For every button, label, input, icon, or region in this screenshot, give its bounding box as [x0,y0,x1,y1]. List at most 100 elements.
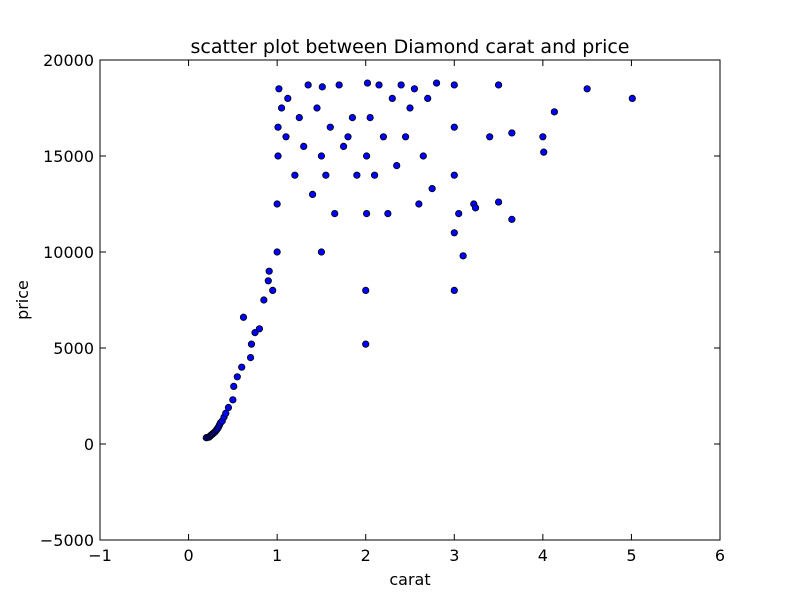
x-tick-label: 2 [361,546,371,565]
data-point [282,133,290,141]
data-point [273,200,281,208]
data-point [375,81,383,89]
data-point [388,94,396,103]
data-point [494,198,503,206]
data-point [274,123,282,131]
data-point [322,171,330,179]
data-point [233,373,241,381]
data-point [353,171,361,179]
x-tick-label: 3 [449,546,459,565]
plot-group [202,79,636,442]
data-point [344,133,352,141]
data-point [379,133,388,141]
data-point [424,94,432,103]
data-point [238,363,246,371]
data-point [260,296,268,304]
x-tick-label: 0 [183,546,193,565]
data-point [326,123,334,131]
data-point [450,123,458,131]
data-point [331,210,339,218]
plot-frame [99,59,721,541]
data-point [318,83,326,91]
data-point [229,396,237,404]
data-point [363,79,372,87]
data-point [550,108,558,116]
data-point [291,171,299,179]
data-point [362,286,370,294]
data-point [370,171,379,179]
data-point [265,267,273,275]
data-point [264,277,272,285]
data-point [274,152,282,160]
data-point [540,148,548,156]
y-tick-label: 0 [84,435,94,454]
data-point [410,85,419,93]
data-point [224,403,233,412]
data-point [508,129,516,137]
data-point [335,81,343,89]
y-tick-label: 5000 [53,339,94,358]
data-point [313,104,321,112]
y-axis-label: price [13,280,32,320]
data-point [308,190,317,198]
data-point [450,286,458,294]
data-point [539,133,547,141]
data-point [508,215,516,223]
data-point [362,152,371,160]
data-point [339,142,348,150]
data-point [277,104,286,112]
ticks-group: −1 0 1 2 3 4 5 6 −5000 0 5000 10000 15000 20000 [40,51,725,565]
data-point [269,286,277,294]
y-tick-label: −5000 [40,531,94,550]
x-tick-label: 1 [272,546,282,565]
data-point [366,114,374,122]
data-point [450,81,458,89]
data-point [419,152,427,160]
data-point [415,200,423,208]
x-tick-label: −1 [88,546,112,565]
data-point [393,162,401,170]
data-point [317,152,326,160]
data-point [486,133,494,141]
data-point [432,79,441,87]
data-point [300,142,308,150]
data-point [428,185,436,193]
data-point [273,248,281,256]
x-tick-label: 4 [538,546,548,565]
data-point [494,81,503,89]
y-tick-label: 15000 [43,147,94,166]
data-point [246,353,255,362]
y-tick-label: 20000 [43,51,94,70]
data-point [251,329,259,337]
data-point [362,210,371,218]
data-point [304,81,312,89]
data-point [239,313,248,321]
x-tick-label: 6 [715,546,725,565]
data-point [450,229,458,237]
x-tick-label: 5 [626,546,636,565]
data-point [222,409,230,417]
data-point [362,340,370,348]
data-point [275,85,283,93]
data-point [401,133,410,141]
x-axis-label: carat [389,570,430,589]
data-point [450,171,458,179]
data-point [397,81,405,89]
data-point [583,85,591,93]
data-point [255,325,264,333]
data-point [628,94,636,103]
data-point [455,210,463,218]
data-point [384,210,392,218]
data-point [459,252,467,260]
data-point [317,248,326,256]
data-point [230,382,238,390]
data-point [247,340,256,348]
data-point [348,114,357,122]
data-point [406,104,414,112]
data-point [284,94,292,103]
data-point [295,114,303,122]
data-point [471,204,480,212]
y-tick-label: 10000 [43,243,94,262]
